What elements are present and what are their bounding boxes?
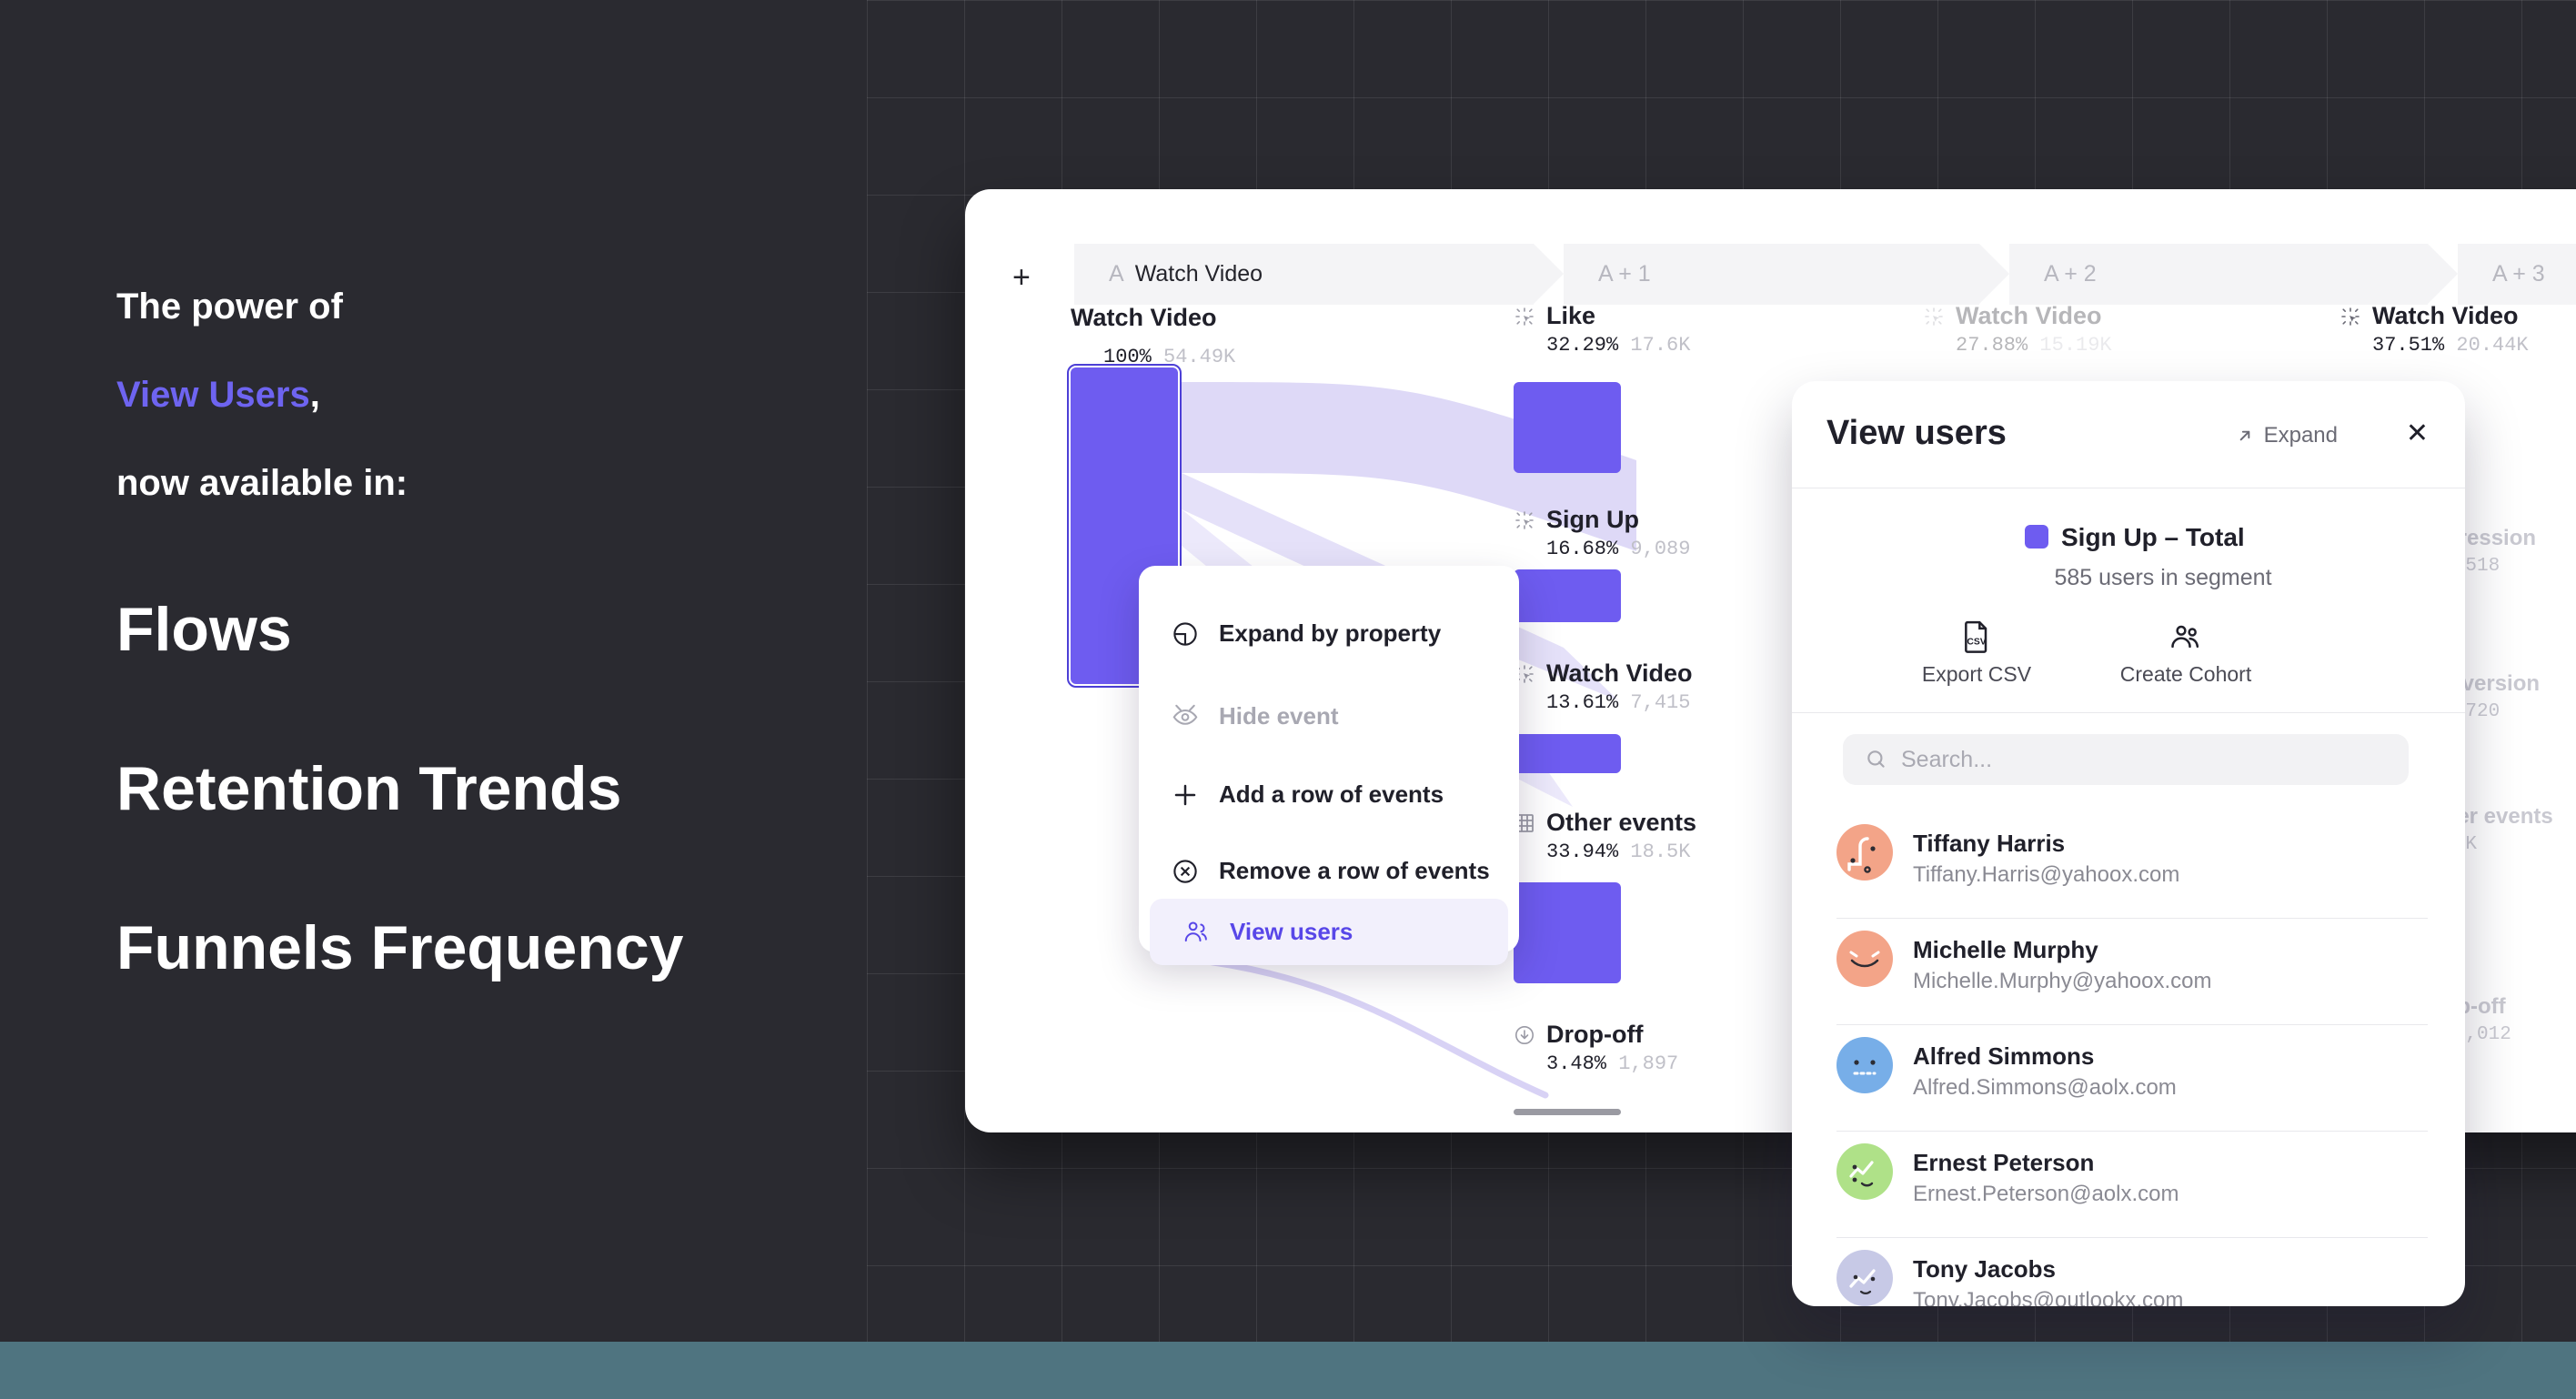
svg-text:CSV: CSV <box>1967 637 1986 647</box>
